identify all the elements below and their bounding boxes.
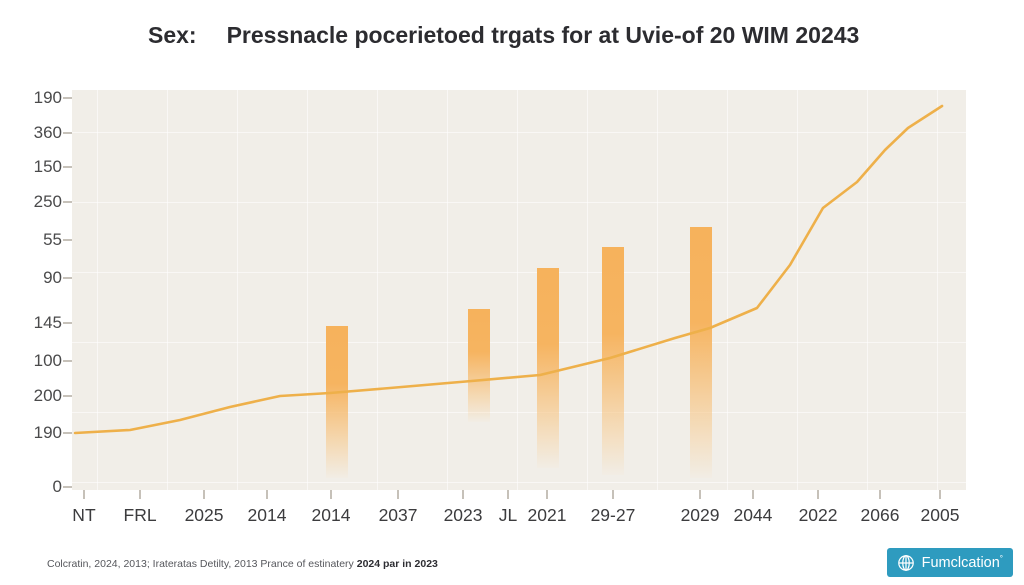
y-tick-mark — [63, 201, 72, 203]
x-tick-label: 2044 — [733, 505, 773, 525]
y-tick-label: 0 — [52, 477, 62, 496]
x-tick-mark — [203, 490, 206, 499]
y-tick-mark — [63, 432, 72, 434]
y-tick-mark — [63, 277, 72, 279]
x-tick-label: 2021 — [527, 505, 567, 525]
y-tick-label: 150 — [33, 157, 62, 176]
y-tick-mark — [63, 360, 72, 362]
x-tick-label: 2029 — [680, 505, 720, 525]
x-tick-mark — [462, 490, 465, 499]
y-tick-mark — [63, 322, 72, 324]
source-footnote-text: Colcratin, 2024, 2013; Irateratas Detilt… — [47, 558, 357, 570]
x-tick-mark — [139, 490, 142, 499]
bar-2021 — [536, 268, 559, 468]
y-tick-label: 145 — [33, 313, 62, 332]
chart-title-prefix: Sex: — [148, 22, 197, 48]
y-tick-label: 90 — [43, 268, 62, 287]
x-tick-mark — [507, 490, 509, 499]
y-axis: 190 360 150 250 55 90 145 100 200 190 0 — [0, 88, 62, 496]
x-tick-mark — [817, 490, 820, 499]
x-tick-label: 2014 — [247, 505, 287, 525]
y-tick-label: 200 — [33, 386, 62, 405]
x-tick-mark — [265, 490, 268, 499]
y-tick-mark — [63, 486, 72, 488]
x-tick-mark — [397, 490, 400, 499]
bar-2023 — [468, 309, 491, 422]
x-axis-ticks — [72, 490, 966, 499]
x-tick-label: 2022 — [798, 505, 838, 525]
x-tick-mark — [878, 490, 881, 499]
x-tick-label: 2014 — [311, 505, 351, 525]
trend-line-path — [75, 106, 942, 433]
y-tick-mark — [63, 239, 72, 241]
plot-area — [72, 90, 966, 490]
x-tick-label: JL — [498, 505, 518, 525]
globe-icon — [897, 554, 915, 572]
y-tick-label: 250 — [33, 192, 62, 211]
source-footnote: Colcratin, 2024, 2013; Irateratas Detilt… — [47, 558, 438, 570]
x-tick-mark — [329, 490, 332, 499]
y-tick-label: 55 — [43, 230, 62, 249]
x-tick-label: 29-27 — [590, 505, 636, 525]
x-tick-label: 2005 — [920, 505, 960, 525]
x-axis: NT FRL 2025 2014 2014 2037 2023 JL 2021 29-27 2029… — [72, 505, 966, 529]
y-axis-ticks — [63, 90, 72, 490]
y-tick-mark — [63, 395, 72, 397]
x-tick-label: FRL — [123, 505, 157, 525]
y-tick-label: 190 — [33, 423, 62, 442]
y-tick-label: 100 — [33, 351, 62, 370]
bar-29-27 — [601, 247, 624, 475]
y-tick-mark — [63, 166, 72, 168]
chart-title-row: Sex: Pressnacle pocerietoed trgats for a… — [148, 22, 859, 49]
y-tick-mark — [63, 132, 72, 134]
x-tick-mark — [611, 490, 614, 499]
x-tick-mark — [751, 490, 754, 499]
x-tick-mark — [699, 490, 702, 499]
brand-logo: Fumclcation° — [886, 548, 1013, 577]
source-footnote-bold: 2024 par in 2023 — [356, 558, 438, 570]
x-tick-label: 2025 — [184, 505, 224, 525]
x-tick-label: NT — [72, 505, 96, 525]
brand-logo-text: Fumclcation° — [921, 553, 1003, 571]
y-tick-mark — [63, 97, 72, 99]
bar-2014 — [325, 326, 348, 478]
chart-title: Pressnacle pocerietoed trgats for at Uvi… — [226, 22, 860, 48]
brand-logo-superscript: ° — [999, 553, 1003, 563]
x-tick-mark — [82, 490, 85, 499]
bar-2029 — [690, 227, 713, 478]
x-tick-mark — [938, 490, 941, 499]
x-tick-mark — [545, 490, 548, 499]
y-tick-label: 190 — [33, 88, 62, 107]
x-tick-label: 2023 — [443, 505, 483, 525]
x-tick-label: 2066 — [860, 505, 900, 525]
trend-line — [72, 90, 966, 490]
x-tick-label: 2037 — [378, 505, 418, 525]
y-tick-label: 360 — [33, 123, 62, 142]
